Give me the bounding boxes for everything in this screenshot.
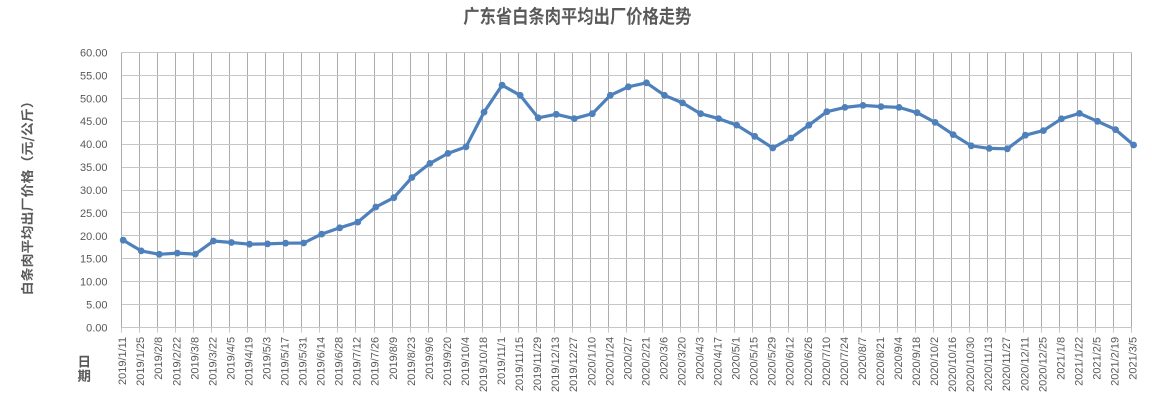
svg-text:35.00: 35.00 bbox=[80, 162, 108, 174]
svg-text:2020/9/18: 2020/9/18 bbox=[911, 337, 923, 386]
svg-text:2019/4/19: 2019/4/19 bbox=[243, 337, 255, 386]
svg-text:2020/3/20: 2020/3/20 bbox=[676, 337, 688, 386]
svg-text:2020/11/13: 2020/11/13 bbox=[983, 337, 995, 391]
svg-text:2019/11/15: 2019/11/15 bbox=[514, 337, 526, 391]
svg-text:2020/7/24: 2020/7/24 bbox=[839, 337, 851, 386]
svg-text:2021/2/5: 2021/2/5 bbox=[1091, 337, 1103, 380]
svg-text:2020/3/6: 2020/3/6 bbox=[658, 337, 670, 380]
svg-text:2019/10/4: 2019/10/4 bbox=[460, 337, 472, 386]
svg-text:2019/11/1: 2019/11/1 bbox=[496, 337, 508, 385]
svg-text:2020/8/21: 2020/8/21 bbox=[875, 337, 887, 386]
svg-text:2019/2/8: 2019/2/8 bbox=[153, 337, 165, 380]
svg-text:2019/8/23: 2019/8/23 bbox=[406, 337, 418, 386]
svg-text:2020/6/12: 2020/6/12 bbox=[785, 337, 797, 386]
svg-text:2020/5/15: 2020/5/15 bbox=[749, 337, 761, 386]
svg-text:2020/6/26: 2020/6/26 bbox=[803, 337, 815, 386]
svg-text:2019/12/27: 2019/12/27 bbox=[568, 337, 580, 392]
svg-text:2020/10/16: 2020/10/16 bbox=[947, 337, 959, 392]
svg-text:2020/12/11: 2020/12/11 bbox=[1019, 337, 1031, 391]
svg-text:2020/9/4: 2020/9/4 bbox=[893, 337, 905, 380]
svg-text:2021/1/22: 2021/1/22 bbox=[1073, 337, 1085, 386]
svg-text:2019/9/20: 2019/9/20 bbox=[442, 337, 454, 386]
svg-text:2020/2/21: 2020/2/21 bbox=[640, 337, 652, 386]
svg-text:2019/8/9: 2019/8/9 bbox=[388, 337, 400, 380]
svg-text:2020/10/2: 2020/10/2 bbox=[929, 337, 941, 386]
svg-text:2021/1/8: 2021/1/8 bbox=[1055, 337, 1067, 380]
svg-text:2019/11/29: 2019/11/29 bbox=[532, 337, 544, 391]
svg-text:2019/9/6: 2019/9/6 bbox=[424, 337, 436, 380]
svg-text:2020/1/24: 2020/1/24 bbox=[604, 337, 616, 386]
svg-text:2020/5/29: 2020/5/29 bbox=[767, 337, 779, 386]
svg-text:45.00: 45.00 bbox=[80, 116, 108, 128]
svg-text:50.00: 50.00 bbox=[80, 93, 108, 105]
svg-text:10.00: 10.00 bbox=[80, 277, 108, 289]
svg-text:2019/7/26: 2019/7/26 bbox=[370, 337, 382, 386]
svg-text:2019/1/11: 2019/1/11 bbox=[117, 337, 129, 385]
svg-text:2020/5/1: 2020/5/1 bbox=[731, 337, 743, 380]
svg-text:2019/5/31: 2019/5/31 bbox=[298, 337, 310, 386]
svg-text:2020/7/10: 2020/7/10 bbox=[821, 337, 833, 386]
svg-text:55.00: 55.00 bbox=[80, 70, 108, 82]
svg-text:2019/10/18: 2019/10/18 bbox=[478, 337, 490, 392]
svg-text:2019/5/17: 2019/5/17 bbox=[280, 337, 292, 386]
svg-text:2020/1/10: 2020/1/10 bbox=[586, 337, 598, 386]
svg-text:2020/8/7: 2020/8/7 bbox=[857, 337, 869, 380]
svg-text:2019/1/25: 2019/1/25 bbox=[135, 337, 147, 386]
svg-text:25.00: 25.00 bbox=[80, 208, 108, 220]
svg-text:2019/3/22: 2019/3/22 bbox=[207, 337, 219, 386]
svg-text:2020/4/3: 2020/4/3 bbox=[695, 337, 707, 380]
svg-text:2019/4/5: 2019/4/5 bbox=[225, 337, 237, 380]
svg-text:5.00: 5.00 bbox=[86, 300, 107, 312]
svg-text:15.00: 15.00 bbox=[80, 254, 108, 266]
svg-text:2019/6/14: 2019/6/14 bbox=[316, 337, 328, 386]
svg-text:2020/4/17: 2020/4/17 bbox=[713, 337, 725, 386]
svg-text:2021/2/19: 2021/2/19 bbox=[1110, 337, 1122, 386]
svg-text:2020/10/30: 2020/10/30 bbox=[965, 337, 977, 392]
svg-text:2021/3/5: 2021/3/5 bbox=[1128, 337, 1140, 380]
svg-text:2019/3/8: 2019/3/8 bbox=[189, 337, 201, 380]
svg-text:0.00: 0.00 bbox=[86, 323, 107, 335]
svg-text:2019/5/3: 2019/5/3 bbox=[261, 337, 273, 380]
svg-text:20.00: 20.00 bbox=[80, 231, 108, 243]
svg-text:30.00: 30.00 bbox=[80, 185, 108, 197]
svg-text:2019/2/22: 2019/2/22 bbox=[171, 337, 183, 386]
svg-text:2020/2/7: 2020/2/7 bbox=[622, 337, 634, 380]
svg-text:2019/12/13: 2019/12/13 bbox=[550, 337, 562, 392]
svg-text:40.00: 40.00 bbox=[80, 139, 108, 151]
svg-text:2019/7/12: 2019/7/12 bbox=[352, 337, 364, 386]
svg-text:60.00: 60.00 bbox=[80, 47, 108, 59]
svg-text:2019/6/28: 2019/6/28 bbox=[334, 337, 346, 386]
svg-text:2020/12/25: 2020/12/25 bbox=[1037, 337, 1049, 392]
svg-text:2020/11/27: 2020/11/27 bbox=[1001, 337, 1013, 391]
